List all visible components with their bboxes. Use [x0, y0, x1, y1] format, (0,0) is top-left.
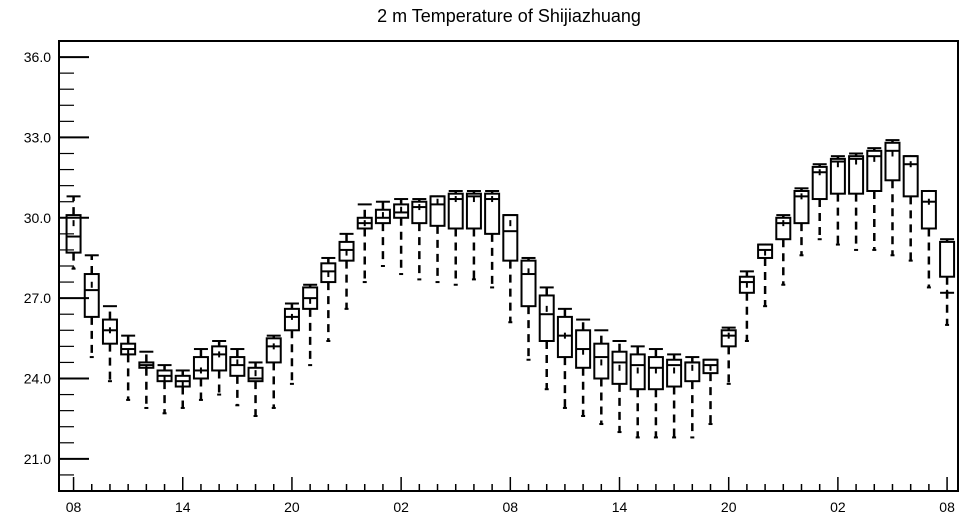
box: [902, 155, 919, 198]
x-tick-label: 02: [830, 499, 846, 515]
x-tick-label: 14: [175, 499, 191, 515]
box: [829, 157, 846, 195]
x-tick-label: 02: [393, 499, 409, 515]
box: [939, 240, 956, 278]
x-tick-label: 14: [612, 499, 628, 515]
box: [884, 141, 901, 182]
box: [502, 214, 519, 262]
box: [920, 190, 937, 230]
y-tick-label: 30.0: [24, 210, 51, 226]
box: [793, 190, 810, 225]
boxes-layer: [65, 139, 956, 439]
y-tick-label: 21.0: [24, 451, 51, 467]
y-tick-label: 24.0: [24, 371, 51, 387]
x-tick-label: 20: [284, 499, 300, 515]
box: [848, 155, 865, 195]
box: [484, 192, 501, 235]
box: [265, 337, 282, 364]
y-tick-label: 33.0: [24, 129, 51, 145]
box: [866, 149, 883, 192]
box: [229, 356, 246, 377]
x-tick-label: 08: [66, 499, 82, 515]
x-tick-label: 08: [503, 499, 519, 515]
box: [211, 345, 228, 372]
box: [811, 165, 828, 201]
box: [83, 273, 100, 318]
y-tick-label: 27.0: [24, 290, 51, 306]
box: [447, 192, 464, 230]
x-tick-label: 20: [721, 499, 737, 515]
box: [465, 192, 482, 230]
x-tick-label: 08: [939, 499, 955, 515]
plot-frame: [58, 40, 959, 492]
box: [520, 259, 537, 308]
y-tick-label: 36.0: [24, 49, 51, 65]
chart-title: 2 m Temperature of Shijiazhuang: [377, 6, 641, 26]
axes-layer: 21.0 24.0 27.0 30.0 33.0 36.0 08 14 20 02 08 14 20 02…: [24, 49, 955, 515]
box: [538, 294, 555, 343]
